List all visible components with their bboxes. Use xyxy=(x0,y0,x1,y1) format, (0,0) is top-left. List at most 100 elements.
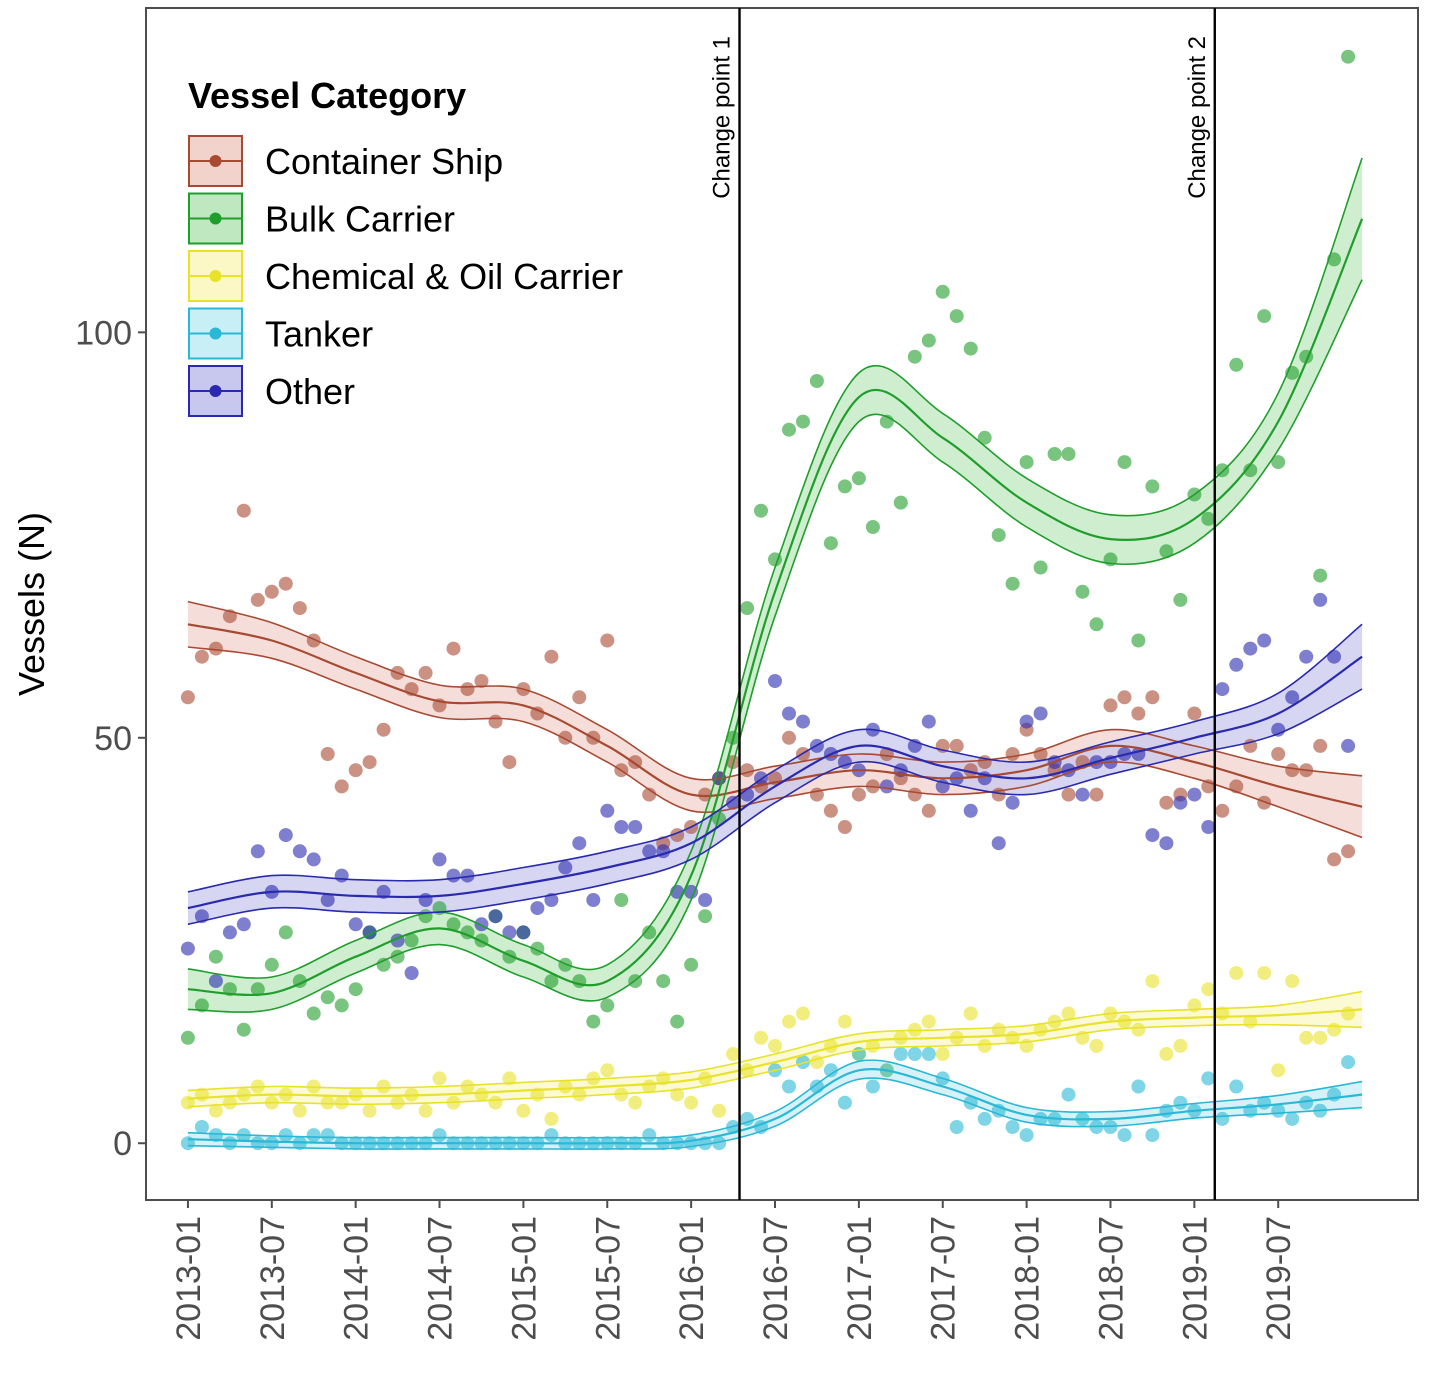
container-ship-point xyxy=(1131,706,1146,721)
container-ship-point xyxy=(740,763,755,778)
bulk-carrier-point xyxy=(1201,511,1216,526)
chemical-oil-carrier-point xyxy=(390,1095,405,1110)
container-ship-point xyxy=(1005,747,1020,761)
container-ship-point xyxy=(782,730,796,745)
container-ship-point xyxy=(823,803,838,818)
other-point xyxy=(236,917,251,932)
other-point xyxy=(460,868,475,883)
bulk-carrier-point xyxy=(1117,455,1132,470)
legend-key-dot xyxy=(209,212,222,225)
chemical-oil-carrier-point xyxy=(684,1095,699,1110)
tanker-point xyxy=(1341,1055,1356,1070)
y-tick-label: 100 xyxy=(75,314,132,352)
chemical-oil-carrier-point xyxy=(1145,974,1160,989)
tanker-point xyxy=(544,1128,559,1143)
container-ship-point xyxy=(1187,706,1202,721)
container-ship-point xyxy=(1327,852,1342,867)
bulk-carrier-point xyxy=(1257,309,1272,324)
other-point xyxy=(1327,649,1342,664)
tanker-point xyxy=(977,1111,992,1126)
chemical-oil-carrier-point xyxy=(754,1030,768,1045)
other-point xyxy=(1271,722,1286,737)
bulk-carrier-point xyxy=(823,536,838,551)
chemical-oil-carrier-point xyxy=(1285,974,1300,989)
bulk-carrier-point xyxy=(670,1014,685,1029)
x-tick-label: 2019-07 xyxy=(1260,1216,1298,1341)
container-ship-point xyxy=(446,641,461,656)
other-point xyxy=(250,844,265,859)
tanker-point xyxy=(893,1047,908,1061)
bulk-carrier-point xyxy=(320,990,335,1005)
bulk-carrier-point xyxy=(404,933,419,948)
bulk-carrier-point xyxy=(180,1030,195,1045)
other-point xyxy=(991,836,1006,851)
container-ship-point xyxy=(1061,787,1076,802)
chemical-oil-carrier-point xyxy=(1089,1038,1104,1053)
tanker-point xyxy=(208,1128,223,1143)
chemical-oil-carrier-point xyxy=(558,1079,573,1094)
chemical-oil-carrier-point xyxy=(460,1079,475,1094)
chemical-oil-carrier-point xyxy=(1131,1022,1146,1037)
bulk-carrier-point xyxy=(991,528,1006,543)
chemical-oil-carrier-point xyxy=(1117,1014,1132,1029)
y-tick-label: 0 xyxy=(113,1125,132,1163)
x-tick-label: 2015-07 xyxy=(589,1216,627,1341)
bulk-carrier-point xyxy=(977,430,992,445)
container-ship-band-upper xyxy=(187,600,1363,781)
bulk-carrier-point xyxy=(1033,560,1048,575)
chemical-oil-carrier-point xyxy=(488,1095,503,1110)
chemical-oil-carrier-point xyxy=(1201,982,1216,997)
bulk-carrier-point xyxy=(698,909,713,924)
x-tick-label: 2013-07 xyxy=(254,1216,292,1341)
other-point xyxy=(278,828,293,843)
bulk-carrier-point xyxy=(754,503,768,518)
tanker-point xyxy=(907,1047,922,1061)
other-point xyxy=(348,917,363,932)
chemical-oil-carrier-trend-line xyxy=(187,1008,1363,1100)
tanker-point xyxy=(222,1136,237,1151)
chemical-oil-carrier-point xyxy=(334,1095,349,1110)
chemical-oil-carrier-point xyxy=(963,1006,978,1021)
container-ship-point xyxy=(1117,690,1132,705)
other-point xyxy=(306,852,321,867)
container-ship-point xyxy=(488,714,503,729)
container-ship-point xyxy=(236,503,251,518)
container-ship-point xyxy=(558,730,573,745)
other-point xyxy=(558,860,573,875)
bulk-carrier-point xyxy=(837,479,852,494)
tanker-point xyxy=(740,1111,755,1126)
bulk-carrier-point xyxy=(740,601,755,616)
bulk-carrier-point xyxy=(348,982,363,997)
chemical-oil-carrier-point xyxy=(572,1087,587,1102)
container-ship-point xyxy=(376,722,391,737)
chemical-oil-carrier-point xyxy=(1313,1030,1328,1045)
tanker-point xyxy=(1131,1079,1146,1094)
other-point xyxy=(180,941,195,956)
x-tick-label: 2019-01 xyxy=(1176,1216,1214,1341)
other-point xyxy=(572,836,587,851)
chemical-oil-carrier-point xyxy=(726,1047,741,1061)
x-tick-label: 2017-01 xyxy=(841,1216,879,1341)
bulk-carrier-trend-line xyxy=(187,218,1364,997)
plot-panel xyxy=(145,7,1419,1201)
chemical-oil-carrier-point xyxy=(362,1103,377,1118)
other-point xyxy=(1285,690,1300,705)
container-ship-point xyxy=(907,787,922,802)
container-ship-band-lower xyxy=(187,646,1363,839)
chemical-oil-carrier-point xyxy=(628,1095,643,1110)
container-ship-point xyxy=(362,755,377,770)
tanker-point xyxy=(837,1095,852,1110)
other-point xyxy=(879,779,894,794)
other-point xyxy=(488,909,503,924)
bulk-carrier-point xyxy=(907,349,922,364)
chemical-oil-carrier-point xyxy=(1341,1006,1356,1021)
bulk-carrier-point xyxy=(1145,479,1160,494)
chemical-oil-carrier-point xyxy=(935,1047,950,1061)
other-point xyxy=(684,884,699,899)
other-point xyxy=(642,844,657,859)
y-axis-title: Vessels (N) xyxy=(11,512,52,696)
other-point xyxy=(1341,738,1356,753)
container-ship-point xyxy=(1033,747,1048,761)
container-ship-point xyxy=(1103,698,1118,713)
chemical-oil-carrier-point xyxy=(670,1087,685,1102)
